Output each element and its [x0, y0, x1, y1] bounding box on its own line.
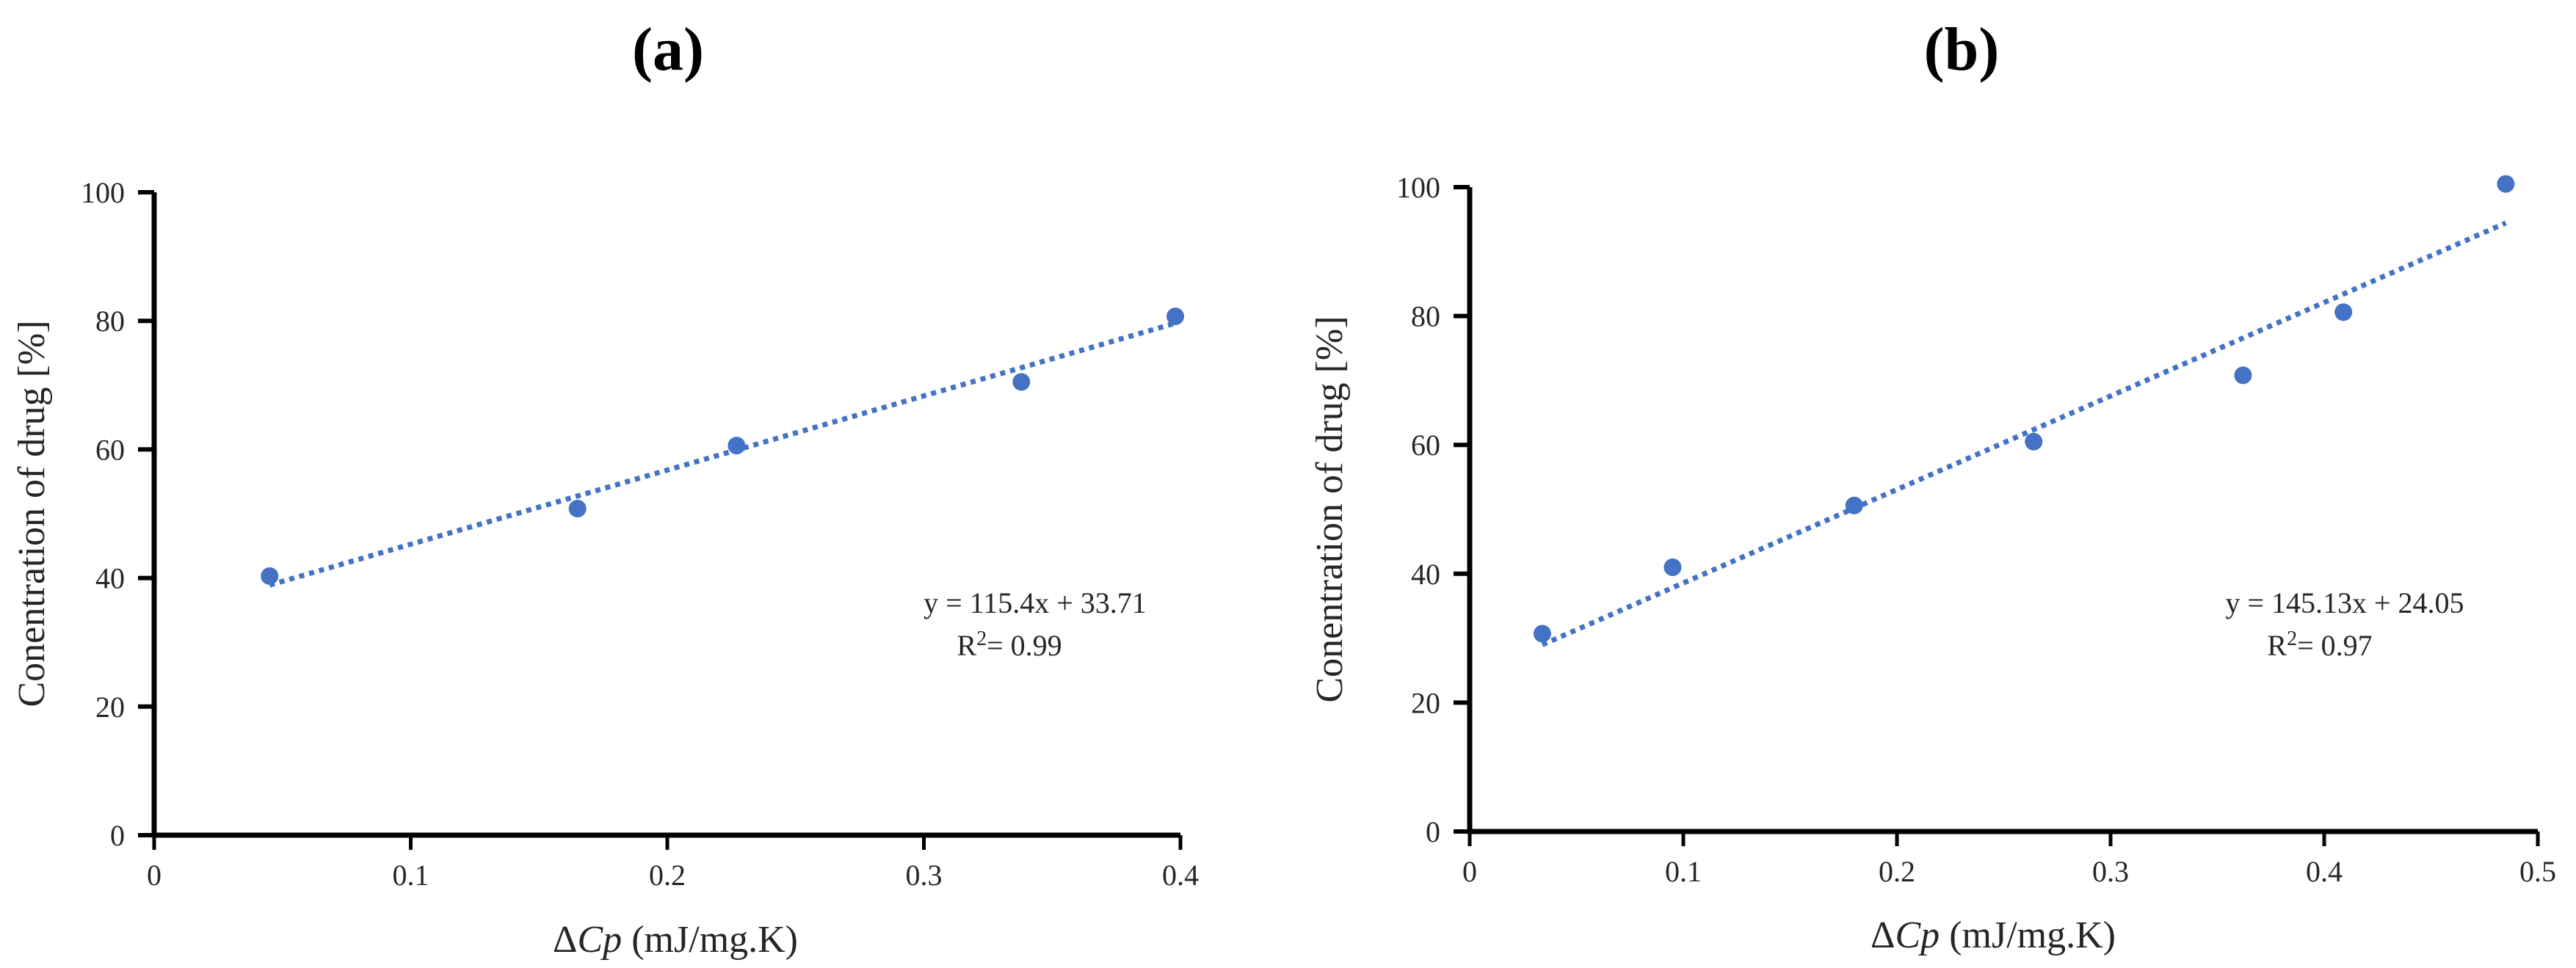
- r-squared-value: = 0.99: [987, 629, 1062, 662]
- y-tick-label-a-4: 80: [95, 305, 125, 338]
- x-axis-title-a: ΔCp (mJ/mg.K): [553, 919, 798, 961]
- data-point-b-3: [2025, 432, 2043, 451]
- y-tick-label-a-0: 0: [110, 819, 125, 852]
- data-point-a-2: [728, 437, 746, 455]
- data-point-a-1: [568, 499, 587, 517]
- y-tick-label-a-3: 60: [95, 433, 125, 466]
- x-ticks-a: 0 0.1 0.2 0.3 0.4: [147, 835, 1199, 892]
- y-tick-label-b-0: 0: [1426, 815, 1440, 848]
- r-squared-superscript: 2: [2287, 627, 2297, 650]
- x-tick-label-a-4: 0.4: [1162, 859, 1199, 892]
- data-point-b-1: [1663, 558, 1682, 577]
- x-variable: Cp: [578, 919, 623, 961]
- x-units: (mJ/mg.K): [622, 919, 798, 961]
- data-point-b-0: [1533, 625, 1551, 643]
- x-tick-label-a-0: 0: [147, 859, 162, 892]
- panel-label-b: (b): [1924, 15, 2000, 84]
- x-ticks-b: 0 0.1 0.2 0.3 0.4 0.5: [1462, 831, 2556, 888]
- y-tick-label-a-5: 100: [81, 176, 125, 209]
- data-point-a-3: [1012, 373, 1031, 391]
- x-tick-label-b-5: 0.5: [2519, 855, 2556, 888]
- data-point-b-2: [1845, 496, 1863, 514]
- trendline-a: [269, 320, 1176, 588]
- data-points-b: [1533, 175, 2515, 643]
- r-squared-superscript: 2: [976, 627, 987, 650]
- y-tick-label-b-3: 60: [1411, 429, 1440, 462]
- chart-panel-a: (a) 0 20 40 60 80 100 0 0.1 0.2 0.3 0.4 y = 115.4…: [11, 15, 1199, 961]
- equation-a: y = 115.4x + 33.71: [924, 586, 1147, 619]
- r-squared-prefix: R: [2267, 629, 2287, 662]
- r-squared-value: = 0.97: [2297, 629, 2373, 662]
- x-variable: Cp: [1895, 914, 1940, 956]
- data-point-b-6: [2497, 175, 2515, 193]
- x-tick-label-a-2: 0.2: [649, 859, 686, 892]
- delta-symbol: Δ: [1871, 914, 1895, 956]
- x-tick-label-a-1: 0.1: [393, 859, 429, 892]
- trendline-b: [1541, 220, 2507, 647]
- data-point-b-5: [2334, 303, 2353, 321]
- y-axis-title-b: Conentration of drug [%]: [1309, 316, 1351, 702]
- y-axis-title-a: Conentration of drug [%]: [11, 320, 53, 707]
- x-tick-label-b-4: 0.4: [2306, 855, 2343, 888]
- data-point-a-4: [1167, 307, 1185, 326]
- r-squared-b: R2= 0.97: [2267, 627, 2372, 662]
- y-tick-label-b-5: 100: [1396, 171, 1440, 204]
- equation-b: y = 145.13x + 24.05: [2225, 586, 2464, 619]
- r-squared-prefix: R: [957, 629, 976, 662]
- x-units: (mJ/mg.K): [1940, 914, 2116, 956]
- chart-panel-b: (b) 0 20 40 60 80 100 0 0.1 0.2 0.3 0.4 0.5 y = 14…: [1309, 15, 2556, 956]
- y-tick-label-b-1: 20: [1411, 686, 1440, 719]
- y-tick-label-b-2: 40: [1411, 558, 1440, 591]
- x-axis-title-b: ΔCp (mJ/mg.K): [1871, 914, 2116, 956]
- x-tick-label-b-3: 0.3: [2092, 855, 2129, 888]
- data-points-a: [261, 307, 1185, 585]
- y-tick-label-a-2: 40: [95, 562, 125, 595]
- data-point-b-4: [2234, 366, 2252, 385]
- y-tick-label-b-4: 80: [1411, 300, 1440, 333]
- delta-symbol: Δ: [553, 919, 577, 961]
- x-tick-label-a-3: 0.3: [906, 859, 943, 892]
- y-ticks-a: 0 20 40 60 80 100: [81, 176, 154, 852]
- r-squared-a: R2= 0.99: [957, 627, 1062, 662]
- x-tick-label-b-2: 0.2: [1879, 855, 1915, 888]
- y-ticks-b: 0 20 40 60 80 100: [1396, 171, 1470, 848]
- x-tick-label-b-0: 0: [1462, 855, 1477, 888]
- panel-label-a: (a): [632, 15, 704, 84]
- y-tick-label-a-1: 20: [95, 691, 125, 724]
- data-point-a-0: [261, 567, 279, 585]
- x-tick-label-b-1: 0.1: [1665, 855, 1702, 888]
